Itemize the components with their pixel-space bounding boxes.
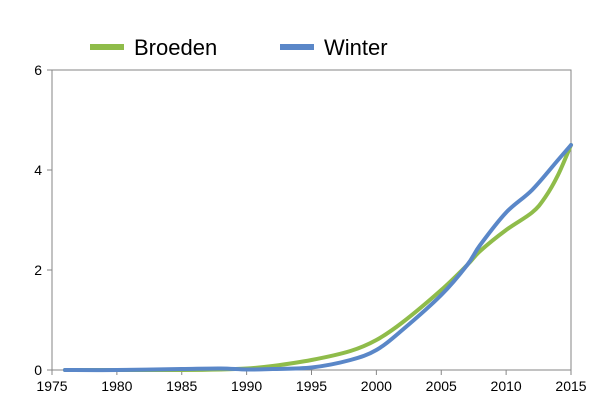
y-tick-label: 4 bbox=[34, 162, 42, 178]
legend: Broeden Winter bbox=[90, 35, 388, 60]
series-line-broeden bbox=[62, 143, 573, 373]
x-tick-label: 2005 bbox=[426, 378, 457, 394]
x-axis: 1975 1980 1985 1990 1995 2000 2005 2010 2015 bbox=[36, 370, 587, 394]
x-tick-label: 1995 bbox=[296, 378, 327, 394]
x-tick-label: 1975 bbox=[36, 378, 67, 394]
series-line-winter bbox=[62, 143, 573, 373]
x-tick-label: 1985 bbox=[166, 378, 197, 394]
y-axis: 0 2 4 6 bbox=[34, 62, 52, 378]
y-tick-label: 2 bbox=[34, 262, 42, 278]
y-tick-label: 6 bbox=[34, 62, 42, 78]
x-tick-label: 1980 bbox=[101, 378, 132, 394]
legend-label-winter: Winter bbox=[324, 35, 388, 60]
plot-area-frame bbox=[51, 69, 572, 371]
series-layer bbox=[62, 143, 573, 373]
legend-label-broeden: Broeden bbox=[134, 35, 217, 60]
x-tick-label: 2000 bbox=[361, 378, 392, 394]
y-tick-label: 0 bbox=[34, 362, 42, 378]
x-tick-label: 1990 bbox=[231, 378, 262, 394]
x-tick-label: 2015 bbox=[555, 378, 586, 394]
x-tick-label: 2010 bbox=[491, 378, 522, 394]
